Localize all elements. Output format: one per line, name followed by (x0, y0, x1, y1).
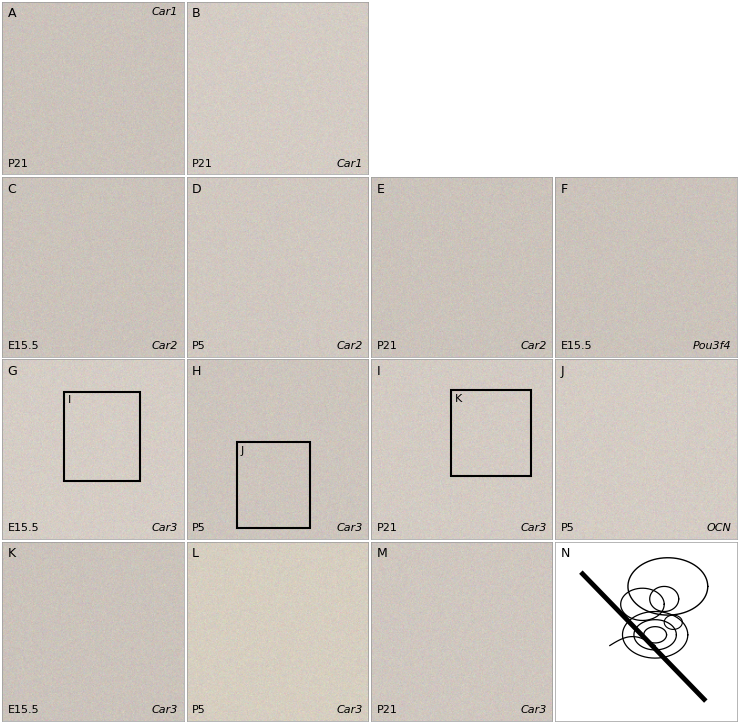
Text: D: D (192, 183, 202, 196)
Text: E: E (376, 183, 384, 196)
Text: Car3: Car3 (151, 523, 178, 534)
Text: Car3: Car3 (336, 706, 363, 716)
Text: P21: P21 (376, 523, 398, 534)
Text: E15.5: E15.5 (7, 706, 39, 716)
Text: J: J (561, 365, 565, 378)
Text: N: N (561, 547, 571, 560)
Text: A: A (7, 7, 16, 20)
Text: G: G (7, 365, 18, 378)
Text: Car3: Car3 (336, 523, 363, 534)
Text: Car2: Car2 (336, 341, 363, 351)
Text: P21: P21 (376, 341, 398, 351)
Text: E15.5: E15.5 (561, 341, 593, 351)
Text: OCN: OCN (706, 523, 732, 534)
Text: I: I (376, 365, 380, 378)
Text: Pou3f4: Pou3f4 (692, 341, 732, 351)
Text: L: L (192, 547, 199, 560)
Text: F: F (561, 183, 568, 196)
Text: P5: P5 (192, 523, 205, 534)
Text: J: J (241, 445, 245, 455)
Text: H: H (192, 365, 202, 378)
Text: P21: P21 (192, 159, 213, 169)
Text: Car1: Car1 (336, 159, 363, 169)
Text: E15.5: E15.5 (7, 523, 39, 534)
Bar (451, 390, 531, 476)
Text: P5: P5 (192, 341, 205, 351)
Text: K: K (7, 547, 16, 560)
Text: C: C (7, 183, 16, 196)
Text: Car2: Car2 (520, 341, 547, 351)
Bar (64, 392, 140, 482)
Text: Car1: Car1 (151, 7, 178, 17)
Text: K: K (454, 393, 462, 403)
Bar (237, 442, 310, 528)
Text: P5: P5 (561, 523, 574, 534)
Text: I: I (67, 395, 71, 406)
Text: P5: P5 (192, 706, 205, 716)
Text: Car3: Car3 (151, 706, 178, 716)
Text: E15.5: E15.5 (7, 341, 39, 351)
Text: P21: P21 (376, 706, 398, 716)
Text: M: M (376, 547, 387, 560)
Text: Car3: Car3 (520, 706, 547, 716)
Text: B: B (192, 7, 201, 20)
Text: Car2: Car2 (151, 341, 178, 351)
Text: P21: P21 (7, 159, 29, 169)
Text: Car3: Car3 (520, 523, 547, 534)
